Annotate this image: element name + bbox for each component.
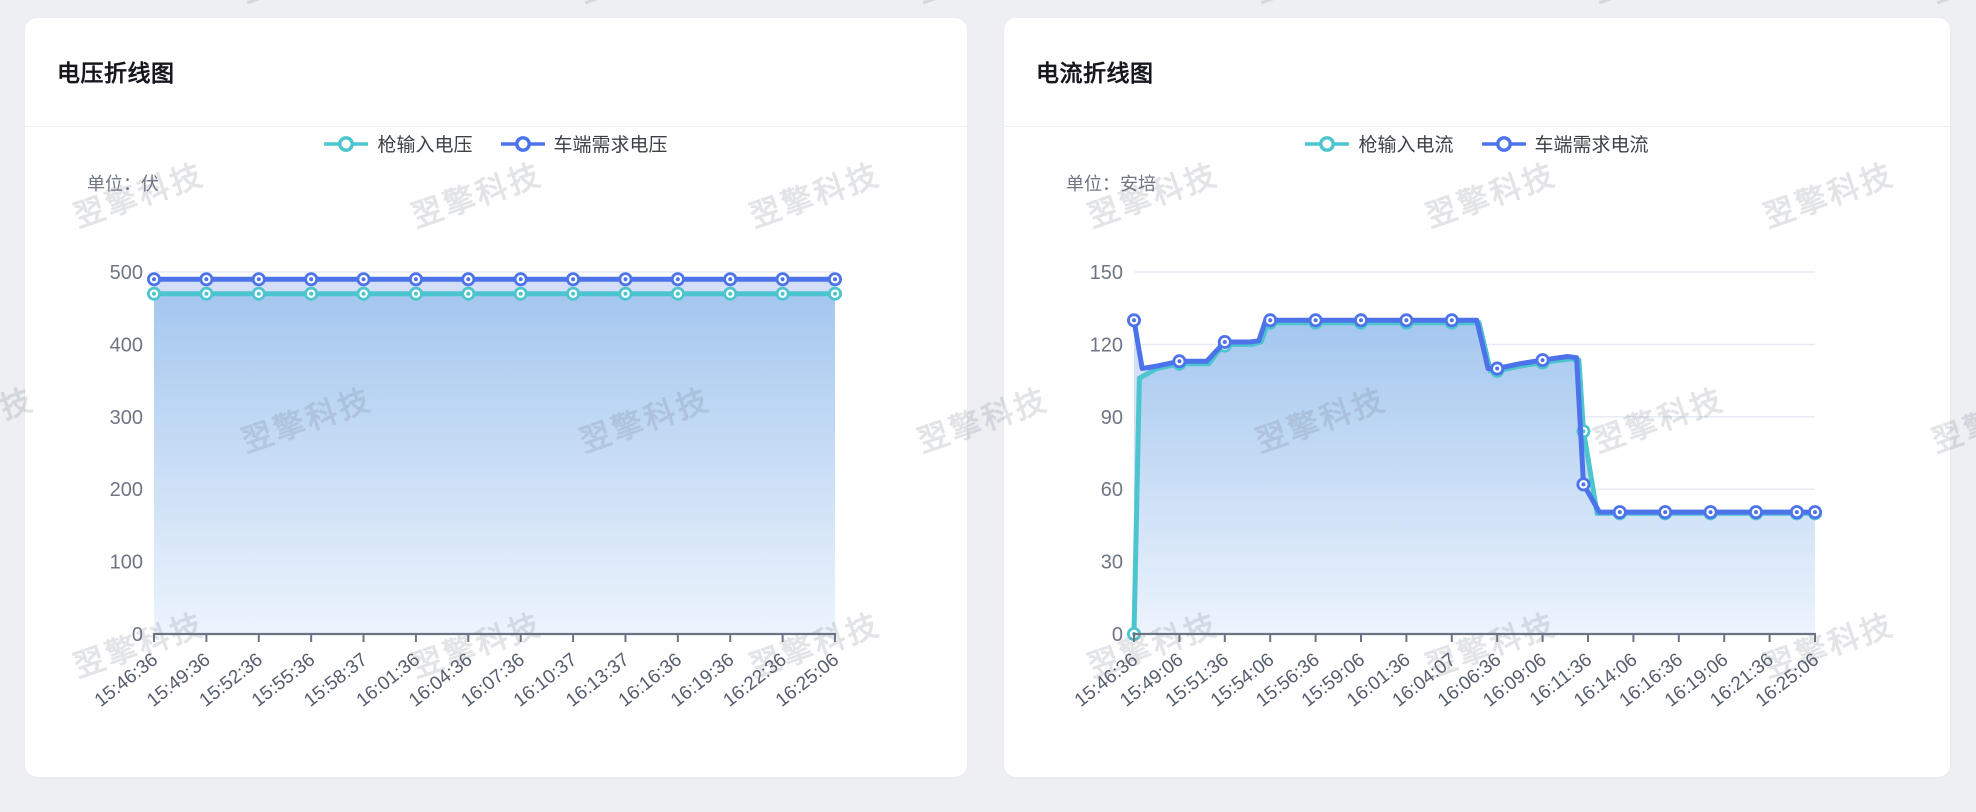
data-point-marker[interactable] (1263, 313, 1278, 328)
y-axis-tick-label: 60 (1101, 479, 1123, 501)
data-point-marker[interactable] (304, 272, 319, 287)
legend-item[interactable]: 车端需求电流 (1481, 130, 1649, 157)
data-point-marker[interactable] (1789, 505, 1804, 520)
watermark-text: 翌擎科技 (1248, 0, 1391, 11)
data-point-marker[interactable] (618, 272, 633, 287)
data-point-marker[interactable] (618, 286, 633, 301)
data-point-marker[interactable] (1490, 361, 1505, 376)
watermark-text: 翌擎科技 (234, 0, 377, 11)
legend-line-marker-icon (1481, 135, 1526, 152)
data-point-marker[interactable] (1576, 477, 1591, 492)
data-point-marker[interactable] (670, 272, 685, 287)
data-point-marker[interactable] (147, 272, 161, 287)
y-axis-tick-label: 90 (1101, 407, 1123, 429)
y-axis-tick-label: 500 (110, 262, 143, 284)
data-point-marker[interactable] (1399, 313, 1414, 328)
data-point-marker[interactable] (775, 286, 790, 301)
watermark-text: 翌擎科技 (1924, 0, 1976, 11)
data-point-marker[interactable] (356, 272, 371, 287)
card-divider (25, 126, 967, 127)
data-point-marker[interactable] (199, 272, 214, 287)
data-point-marker[interactable] (1703, 505, 1718, 520)
data-point-marker[interactable] (408, 286, 423, 301)
y-axis-tick-label: 100 (110, 552, 143, 574)
voltage-chart-card: 电压折线图 枪输入电压 车端需求电压 单位：伏 0 100 200 300 400 500… (25, 18, 967, 777)
y-axis-tick-label: 400 (110, 334, 143, 356)
watermark-text: 翌擎科技 (0, 0, 40, 11)
data-point-marker[interactable] (775, 272, 790, 287)
y-axis-tick-label: 200 (110, 479, 143, 501)
data-point-marker[interactable] (513, 286, 528, 301)
series-area (1134, 322, 1815, 634)
current-chart-title: 电流折线图 (1036, 60, 1154, 86)
y-axis-tick-label: 300 (110, 407, 143, 429)
data-point-marker[interactable] (1748, 505, 1763, 520)
data-point-marker[interactable] (1308, 313, 1323, 328)
legend-line-marker-icon (500, 135, 545, 152)
voltage-legend: 枪输入电压 车端需求电压 (25, 130, 967, 157)
watermark-text: 翌擎科技 (910, 0, 1053, 11)
legend-label: 枪输入电流 (1358, 135, 1454, 156)
data-point-marker[interactable] (1172, 354, 1187, 369)
voltage-chart-title: 电压折线图 (57, 60, 175, 86)
data-point-marker[interactable] (1808, 505, 1822, 520)
data-point-marker[interactable] (566, 286, 581, 301)
legend-line-marker-icon (1305, 135, 1350, 152)
legend-item[interactable]: 车端需求电压 (500, 130, 668, 157)
data-point-marker[interactable] (1535, 353, 1550, 368)
data-point-marker[interactable] (147, 286, 161, 301)
legend-label: 枪输入电压 (377, 135, 473, 156)
data-point-marker[interactable] (199, 286, 214, 301)
y-axis-tick-label: 120 (1090, 334, 1123, 356)
current-chart-canvas[interactable]: 030609012015015:46:3615:49:0615:51:3615:… (1004, 194, 1950, 772)
data-point-marker[interactable] (1217, 334, 1232, 349)
legend-item[interactable]: 枪输入电流 (1305, 130, 1454, 157)
data-point-marker[interactable] (408, 272, 423, 287)
data-point-marker[interactable] (670, 286, 685, 301)
legend-line-marker-icon (324, 135, 369, 152)
series-area (154, 293, 835, 634)
data-point-marker[interactable] (356, 286, 371, 301)
data-point-marker[interactable] (1354, 313, 1368, 328)
current-chart-card: 电流折线图 枪输入电流 车端需求电流 单位：安培 0 30 60 90 120 150 15… (1004, 18, 1950, 777)
current-unit-label: 单位：安培 (1066, 174, 1156, 194)
data-point-marker[interactable] (513, 272, 528, 287)
current-legend: 枪输入电流 车端需求电流 (1004, 130, 1950, 157)
y-axis-tick-label: 0 (132, 624, 143, 646)
data-point-marker[interactable] (828, 272, 842, 287)
data-point-marker[interactable] (461, 272, 476, 287)
data-point-marker[interactable] (828, 286, 842, 301)
watermark-text: 翌擎科技 (1586, 0, 1729, 11)
data-point-marker[interactable] (461, 286, 476, 301)
y-axis-tick-label: 30 (1101, 552, 1123, 574)
voltage-chart-canvas[interactable]: 010020030040050015:46:3615:49:3615:52:36… (25, 194, 967, 772)
data-point-marker[interactable] (304, 286, 319, 301)
data-point-marker[interactable] (566, 272, 581, 287)
data-point-marker[interactable] (251, 272, 266, 287)
data-point-marker[interactable] (251, 286, 266, 301)
legend-item[interactable]: 枪输入电压 (324, 130, 473, 157)
card-divider (1004, 126, 1950, 127)
y-axis-tick-label: 0 (1112, 624, 1123, 646)
data-point-marker[interactable] (1658, 505, 1673, 520)
data-point-marker[interactable] (1612, 505, 1627, 520)
data-point-marker[interactable] (723, 272, 738, 287)
data-point-marker[interactable] (1444, 313, 1459, 328)
watermark-text: 翌擎科技 (572, 0, 715, 11)
data-point-marker[interactable] (1127, 313, 1141, 328)
data-point-marker[interactable] (723, 286, 738, 301)
voltage-unit-label: 单位：伏 (87, 174, 159, 194)
y-axis-tick-label: 150 (1090, 262, 1123, 284)
legend-label: 车端需求电流 (1534, 135, 1649, 156)
legend-label: 车端需求电压 (553, 135, 668, 156)
